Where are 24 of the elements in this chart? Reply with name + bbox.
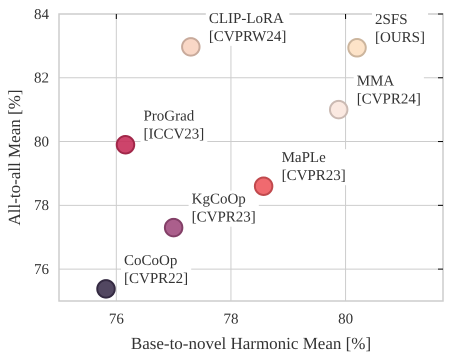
point <box>96 279 116 299</box>
point <box>116 135 136 154</box>
x-axis-title: Base-to-novel Harmonic Mean [%] <box>130 334 372 353</box>
point <box>254 176 274 196</box>
annotation: KgCoOp [CVPR23] <box>192 192 256 226</box>
point <box>181 37 201 57</box>
annotation: CLIP-LoRA [CVPRW24] <box>208 10 286 45</box>
x-tick-label: 76 <box>108 312 124 328</box>
annotation: MaPLe [CVPR23] <box>282 150 346 184</box>
y-tick-label: 80 <box>34 134 49 150</box>
annotation: MMA [CVPR24] <box>356 74 421 108</box>
y-tick-label: 84 <box>34 6 50 23</box>
point <box>328 100 348 120</box>
point <box>347 38 367 58</box>
point <box>164 218 184 238</box>
y-tick-label: 82 <box>34 70 49 87</box>
x-tick-label: 78 <box>223 312 238 328</box>
y-tick-label: 78 <box>34 198 49 214</box>
annotation: 2SFS [OURS] <box>375 12 426 46</box>
y-tick-label: 76 <box>34 262 50 278</box>
y-axis-title: All-to-all Mean [%] <box>5 90 24 226</box>
annotation: CoCoOp [CVPR22] <box>124 252 188 287</box>
annotation: ProGrad [ICCV23] <box>143 108 204 143</box>
x-tick-label: 80 <box>338 312 354 328</box>
